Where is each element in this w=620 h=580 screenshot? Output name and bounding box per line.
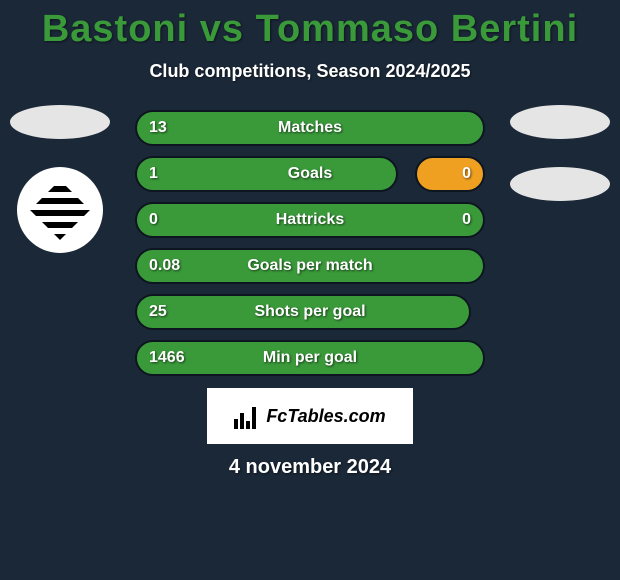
bar-track [135,248,485,284]
stat-row-matches: 13 Matches [135,110,485,146]
right-player-avatar [510,105,610,139]
subtitle: Club competitions, Season 2024/2025 [0,61,620,82]
left-player-column [10,105,110,253]
bar-track [135,294,485,330]
left-bar [135,340,485,376]
left-bar [135,202,485,238]
infographic-container: Bastoni vs Tommaso Bertini Club competit… [0,0,620,580]
watermark-text: FcTables.com [266,406,385,427]
stat-row-gpm: 0.08 Goals per match [135,248,485,284]
stat-bars: 13 Matches 1 Goals 0 0 Hattricks [135,110,485,376]
left-bar [135,156,398,192]
left-bar [135,248,485,284]
page-title: Bastoni vs Tommaso Bertini [0,0,620,51]
left-player-avatar [10,105,110,139]
comparison-area: 13 Matches 1 Goals 0 0 Hattricks [0,110,620,479]
stat-row-spg: 25 Shots per goal [135,294,485,330]
stat-row-goals: 1 Goals 0 [135,156,485,192]
left-bar [135,110,485,146]
bars-chart-icon [234,403,260,429]
stat-row-hattricks: 0 Hattricks 0 [135,202,485,238]
bar-track [135,340,485,376]
bar-track [135,110,485,146]
left-club-badge [17,167,103,253]
left-bar [135,294,471,330]
right-bar [415,156,485,192]
right-club-badge [510,167,610,201]
stat-row-mpg: 1466 Min per goal [135,340,485,376]
bar-track [135,156,485,192]
right-player-column [510,105,610,201]
watermark: FcTables.com [207,388,413,444]
date-label: 4 november 2024 [0,456,620,479]
bar-track [135,202,485,238]
